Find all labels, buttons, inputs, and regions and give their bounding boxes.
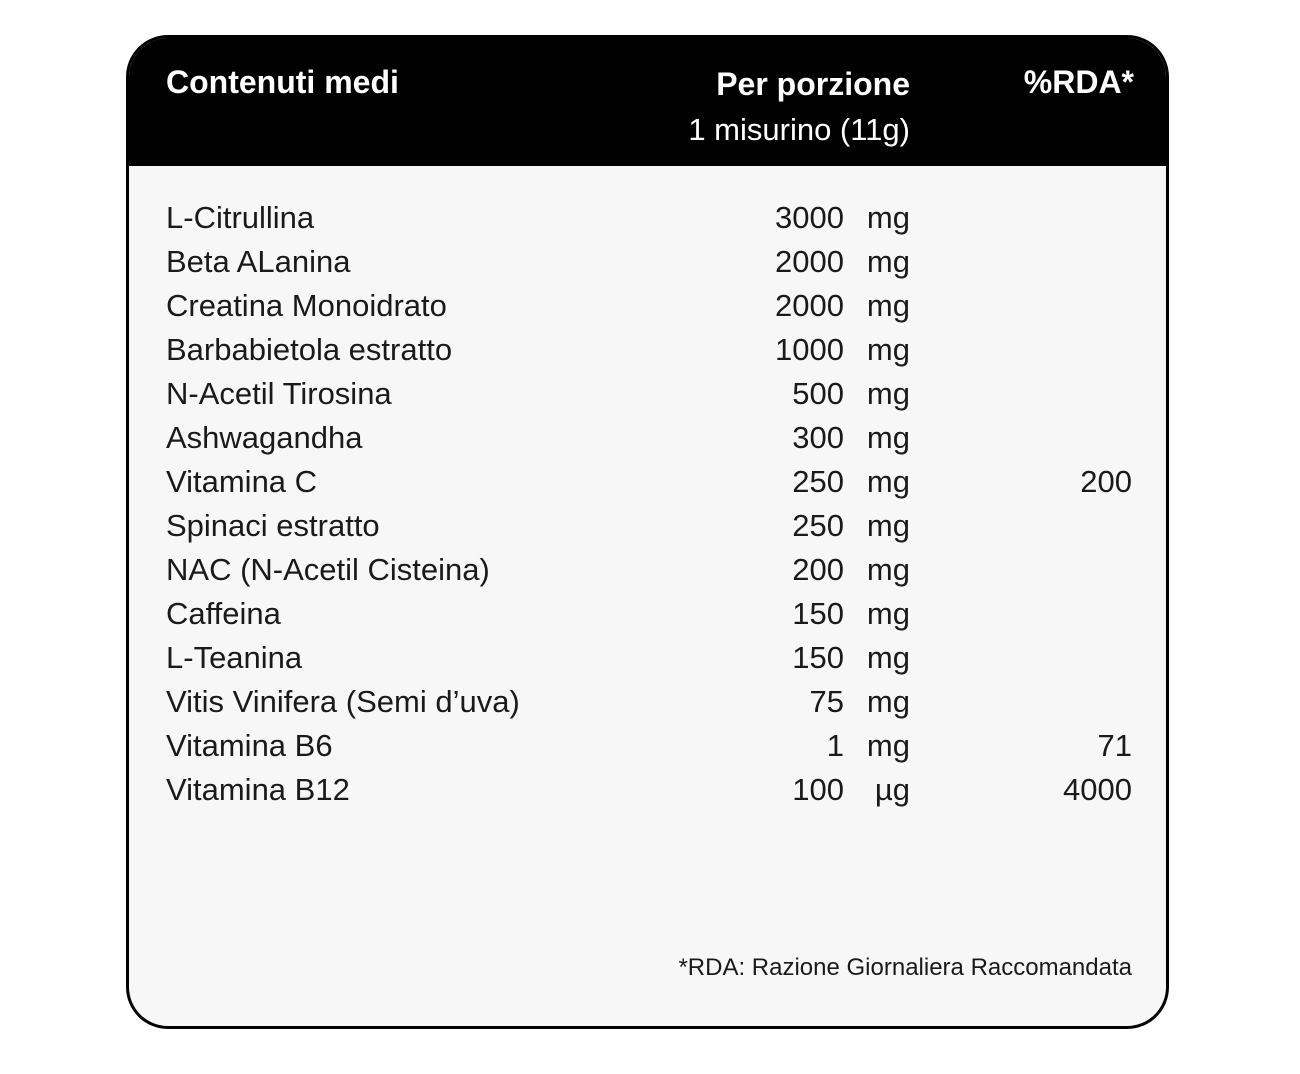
table-row: N-Acetil Tirosina 500 mg [129, 372, 1166, 416]
ingredient-name: Ashwagandha [166, 420, 363, 455]
ingredient-unit: mg [866, 244, 910, 279]
ingredient-unit: mg [866, 332, 910, 367]
ingredient-unit: mg [866, 596, 910, 631]
ingredient-name: Vitis Vinifera (Semi d’uva) [166, 684, 520, 719]
ingredient-unit: mg [866, 200, 910, 235]
header-serving: Per porzione 1 misurino (11g) [688, 64, 910, 150]
ingredient-unit: mg [866, 552, 910, 587]
ingredient-name: Caffeina [166, 596, 281, 631]
table-row: Caffeina 150 mg [129, 592, 1166, 636]
ingredient-amount: 3000 [775, 200, 844, 235]
ingredient-name: Vitamina C [166, 464, 318, 499]
ingredient-name: Spinaci estratto [166, 508, 380, 543]
ingredient-unit: mg [866, 640, 910, 675]
ingredient-amount: 250 [792, 464, 844, 499]
ingredient-amount: 500 [792, 376, 844, 411]
ingredient-amount: 150 [792, 596, 844, 631]
table-row: Creatina Monoidrato 2000 mg [129, 284, 1166, 328]
ingredient-amount: 75 [809, 684, 844, 719]
ingredient-name: Barbabietola estratto [166, 332, 453, 367]
ingredient-unit: µg [874, 772, 910, 807]
table-row: L-Teanina 150 mg [129, 636, 1166, 680]
ingredient-amount: 250 [792, 508, 844, 543]
table-row: L-Citrullina 3000 mg [129, 196, 1166, 240]
nutrition-table-panel: Contenuti medi Per porzione 1 misurino (… [126, 35, 1169, 1029]
table-row: Spinaci estratto 250 mg [129, 504, 1166, 548]
ingredient-amount: 2000 [775, 288, 844, 323]
ingredient-name: Vitamina B12 [166, 772, 350, 807]
ingredient-name: N-Acetil Tirosina [166, 376, 392, 411]
ingredient-unit: mg [866, 376, 910, 411]
ingredient-unit: mg [866, 508, 910, 543]
ingredient-name: NAC (N-Acetil Cisteina) [166, 552, 490, 587]
table-row: Vitamina B12 100 µg 4000 [129, 768, 1166, 812]
header-rda-label: %RDA* [1023, 64, 1134, 100]
ingredient-amount: 300 [792, 420, 844, 455]
header-serving-subtitle: 1 misurino (11g) [688, 112, 910, 147]
ingredient-rda: 4000 [1063, 772, 1132, 807]
ingredient-amount: 150 [792, 640, 844, 675]
table-body: L-Citrullina 3000 mg Beta ALanina 2000 m… [129, 196, 1166, 812]
table-row: Vitis Vinifera (Semi d’uva) 75 mg [129, 680, 1166, 724]
table-row: Vitamina C 250 mg 200 [129, 460, 1166, 504]
rda-footnote: *RDA: Razione Giornaliera Raccomandata [678, 954, 1132, 981]
ingredient-unit: mg [866, 420, 910, 455]
table-row: Beta ALanina 2000 mg [129, 240, 1166, 284]
table-header: Contenuti medi Per porzione 1 misurino (… [129, 38, 1166, 166]
ingredient-rda: 71 [1097, 728, 1132, 763]
ingredient-amount: 200 [792, 552, 844, 587]
ingredient-amount: 2000 [775, 244, 844, 279]
ingredient-unit: mg [866, 684, 910, 719]
ingredient-name: L-Citrullina [166, 200, 315, 235]
table-row: Ashwagandha 300 mg [129, 416, 1166, 460]
ingredient-unit: mg [866, 288, 910, 323]
header-serving-title: Per porzione [716, 66, 910, 102]
ingredient-rda: 200 [1080, 464, 1132, 499]
table-row: Barbabietola estratto 1000 mg [129, 328, 1166, 372]
ingredient-name: Beta ALanina [166, 244, 351, 279]
ingredient-amount: 100 [792, 772, 844, 807]
ingredient-unit: mg [866, 728, 910, 763]
ingredient-unit: mg [866, 464, 910, 499]
ingredient-name: L-Teanina [166, 640, 303, 675]
ingredient-amount: 1 [826, 728, 844, 763]
ingredient-name: Vitamina B6 [166, 728, 333, 763]
table-row: NAC (N-Acetil Cisteina) 200 mg [129, 548, 1166, 592]
ingredient-amount: 1000 [775, 332, 844, 367]
table-row: Vitamina B6 1 mg 71 [129, 724, 1166, 768]
ingredient-name: Creatina Monoidrato [166, 288, 447, 323]
header-contents-label: Contenuti medi [166, 64, 399, 100]
